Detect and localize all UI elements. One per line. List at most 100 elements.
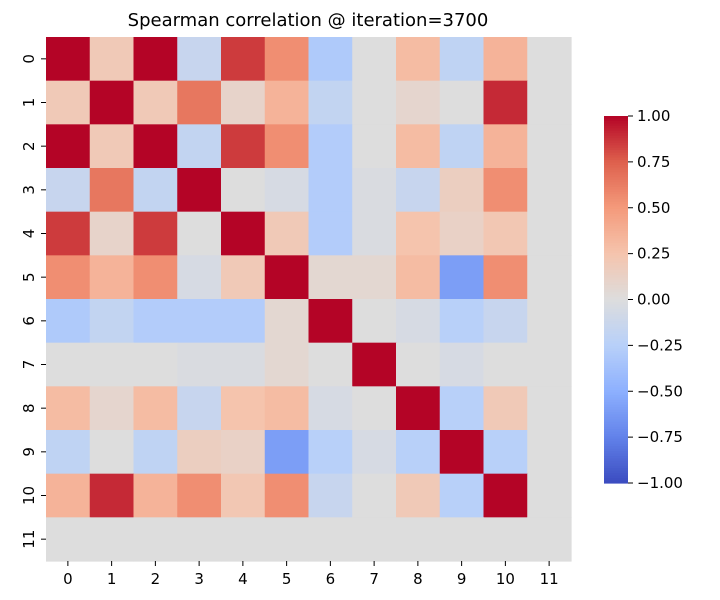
heatmap-cell bbox=[89, 386, 135, 431]
colorbar-tick-label: −0.75 bbox=[637, 428, 683, 446]
colorbar-segment bbox=[604, 223, 628, 227]
colorbar-segment bbox=[604, 309, 628, 313]
colorbar-segment bbox=[604, 301, 628, 305]
colorbar-segment bbox=[604, 453, 628, 457]
heatmap-cell bbox=[439, 342, 485, 387]
heatmap-cell bbox=[396, 124, 441, 169]
colorbar-segment bbox=[604, 196, 628, 200]
heatmap-cell bbox=[89, 255, 135, 300]
heatmap-cell bbox=[133, 80, 178, 125]
heatmap-cell bbox=[483, 80, 528, 125]
colorbar-segment bbox=[604, 380, 628, 384]
heatmap-cell bbox=[177, 430, 222, 475]
colorbar-segment bbox=[604, 204, 628, 208]
colorbar-segment bbox=[604, 177, 628, 181]
colorbar-segment bbox=[604, 458, 628, 462]
heatmap-cell bbox=[177, 299, 222, 344]
colorbar-segment bbox=[604, 174, 628, 178]
heatmap-cell bbox=[177, 124, 222, 169]
heatmap-cell bbox=[221, 430, 266, 475]
colorbar-segment bbox=[604, 468, 628, 472]
colorbar-segment bbox=[604, 480, 628, 484]
colorbar-segment bbox=[604, 150, 628, 154]
colorbar-segment bbox=[604, 365, 628, 369]
colorbar-segment bbox=[604, 465, 628, 469]
y-tick-label: 1 bbox=[20, 98, 38, 108]
heatmap-cell bbox=[439, 37, 485, 82]
colorbar-segment bbox=[604, 199, 628, 203]
heatmap-cell bbox=[396, 386, 441, 431]
colorbar-segment bbox=[604, 189, 628, 193]
colorbar-segment bbox=[604, 407, 628, 411]
heatmap-cell bbox=[439, 124, 485, 169]
colorbar-segment bbox=[604, 470, 628, 474]
heatmap-cell bbox=[439, 299, 485, 344]
heatmap-cell bbox=[308, 168, 353, 213]
heatmap-cell bbox=[177, 473, 222, 518]
colorbar-segment bbox=[604, 206, 628, 210]
colorbar-segment bbox=[604, 123, 628, 127]
heatmap-cell bbox=[527, 430, 572, 475]
colorbar-segment bbox=[604, 218, 628, 222]
heatmap-cell bbox=[308, 342, 353, 387]
colorbar-segment bbox=[604, 385, 628, 389]
colorbar-segment bbox=[604, 353, 628, 357]
colorbar-segment bbox=[604, 319, 628, 323]
heatmap-cell bbox=[46, 342, 91, 387]
heatmap-cell bbox=[177, 168, 222, 213]
colorbar-segment bbox=[604, 375, 628, 379]
colorbar-segment bbox=[604, 213, 628, 217]
heatmap-cell bbox=[527, 168, 572, 213]
colorbar-segment bbox=[604, 255, 628, 259]
y-tick-label: 0 bbox=[20, 54, 38, 64]
heatmap-cell bbox=[483, 517, 528, 562]
heatmap-cell bbox=[221, 37, 266, 82]
colorbar-segment bbox=[604, 265, 628, 269]
heatmap-cell bbox=[483, 342, 528, 387]
heatmap-cell bbox=[396, 430, 441, 475]
colorbar-segment bbox=[604, 162, 628, 166]
colorbar-segment bbox=[604, 179, 628, 183]
heatmap-cell bbox=[527, 211, 572, 256]
heatmap-cell bbox=[483, 430, 528, 475]
colorbar-segment bbox=[604, 414, 628, 418]
colorbar-segment bbox=[604, 368, 628, 372]
colorbar-segment bbox=[604, 279, 628, 283]
heatmap-cell bbox=[352, 386, 397, 431]
heatmap-cell bbox=[308, 299, 353, 344]
colorbar-segment bbox=[604, 211, 628, 215]
colorbar-segment bbox=[604, 160, 628, 164]
colorbar-segment bbox=[604, 436, 628, 440]
x-tick-label: 1 bbox=[107, 570, 117, 588]
colorbar-tick-label: 0.75 bbox=[637, 153, 670, 171]
colorbar-tick-label: −0.25 bbox=[637, 336, 683, 354]
colorbar-segment bbox=[604, 289, 628, 293]
colorbar-segment bbox=[604, 350, 628, 354]
colorbar-segment bbox=[604, 287, 628, 291]
heatmap-cell bbox=[308, 430, 353, 475]
colorbar-segment bbox=[604, 429, 628, 433]
colorbar-segment bbox=[604, 387, 628, 391]
heatmap-cell bbox=[133, 37, 178, 82]
heatmap-cell bbox=[46, 299, 91, 344]
x-tick-label: 9 bbox=[457, 570, 467, 588]
colorbar-segment bbox=[604, 460, 628, 465]
heatmap-cell bbox=[352, 80, 397, 125]
colorbar-segment bbox=[604, 311, 628, 315]
colorbar-tick-label: 0.25 bbox=[637, 245, 670, 263]
heatmap-cell bbox=[133, 473, 178, 518]
heatmap-cell bbox=[46, 168, 91, 213]
heatmap-cell bbox=[396, 299, 441, 344]
colorbar-segment bbox=[604, 370, 628, 374]
colorbar-segment bbox=[604, 257, 628, 261]
colorbar-tick-label: 0.50 bbox=[637, 199, 670, 217]
colorbar-segment bbox=[604, 277, 628, 281]
heatmap-cell bbox=[221, 473, 266, 518]
y-tick-label: 3 bbox=[20, 185, 38, 195]
colorbar-segment bbox=[604, 262, 628, 266]
heatmap-cell bbox=[133, 430, 178, 475]
colorbar-tick-label: 0.00 bbox=[637, 291, 670, 309]
heatmap-cell bbox=[308, 473, 353, 518]
colorbar-segment bbox=[604, 133, 628, 137]
heatmap-cell bbox=[264, 211, 310, 256]
